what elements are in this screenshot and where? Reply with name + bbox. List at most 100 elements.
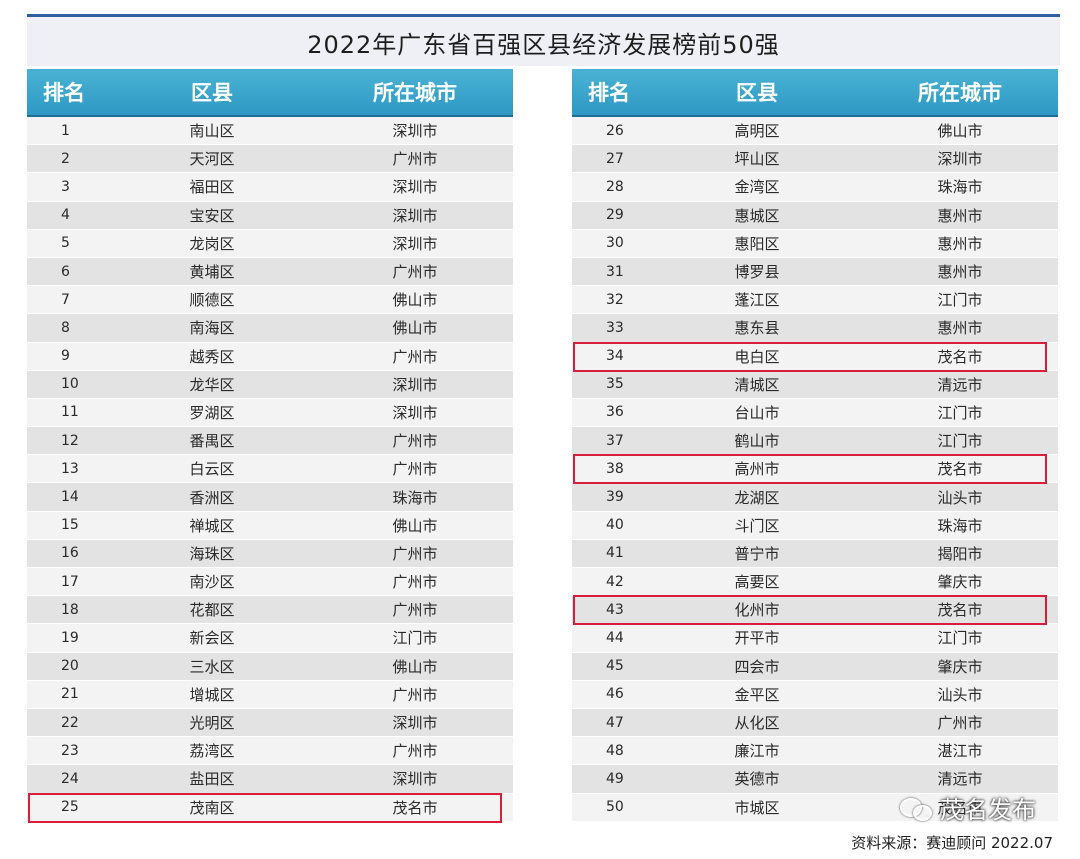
district-cell: 坪山区 xyxy=(734,150,780,169)
city-cell: 江门市 xyxy=(937,291,983,310)
city-cell: 广州市 xyxy=(392,685,438,704)
rank-cell: 48 xyxy=(606,742,624,759)
table-row: 47 从化区 广州市 xyxy=(572,708,1058,738)
district-cell: 清城区 xyxy=(734,375,780,394)
city-cell: 汕头市 xyxy=(937,685,983,704)
table-row: 20 三水区 佛山市 xyxy=(27,652,513,681)
ranking-table-left: 排名 区县 所在城市 1 南山区 深圳市 2 天河区 广州市 3 福田区 深圳市 4 宝安区 深圳市 5… xyxy=(27,69,513,822)
city-cell: 深圳市 xyxy=(392,122,438,141)
district-cell: 四会市 xyxy=(734,657,780,676)
rank-cell: 43 xyxy=(606,601,624,618)
district-cell: 番禺区 xyxy=(189,432,235,451)
district-cell: 三水区 xyxy=(189,657,235,676)
district-cell: 黄埔区 xyxy=(189,263,235,282)
district-cell: 禅城区 xyxy=(189,516,235,535)
rank-cell: 5 xyxy=(61,235,70,252)
rank-cell: 28 xyxy=(606,178,624,195)
table-row: 14 香洲区 珠海市 xyxy=(27,483,513,512)
city-cell: 汕头市 xyxy=(937,488,983,507)
district-cell: 龙华区 xyxy=(189,375,235,394)
header-rank: 排名 xyxy=(588,81,630,105)
table-row: 32 蓬江区 江门市 xyxy=(572,286,1058,315)
city-cell: 珠海市 xyxy=(392,488,438,507)
district-cell: 增城区 xyxy=(189,685,235,704)
city-cell: 佛山市 xyxy=(937,122,983,141)
city-cell: 广州市 xyxy=(392,544,438,563)
city-cell: 肇庆市 xyxy=(937,657,983,676)
rank-cell: 31 xyxy=(606,263,624,280)
table-row: 11 罗湖区 深圳市 xyxy=(27,398,513,428)
rank-cell: 41 xyxy=(606,545,624,562)
header-city: 所在城市 xyxy=(373,81,457,105)
city-cell: 揭阳市 xyxy=(937,544,983,563)
rank-cell: 27 xyxy=(606,150,624,167)
table-row: 37 鹤山市 江门市 xyxy=(572,427,1058,456)
watermark: 茂名发布 xyxy=(900,790,1036,825)
table-row: 15 禅城区 佛山市 xyxy=(27,511,513,540)
city-cell: 江门市 xyxy=(392,629,438,648)
rank-cell: 13 xyxy=(61,460,79,477)
city-cell: 清远市 xyxy=(937,375,983,394)
city-cell: 茂名市 xyxy=(937,601,983,620)
rank-cell: 7 xyxy=(61,291,70,308)
rank-cell: 10 xyxy=(61,376,79,393)
rank-cell: 30 xyxy=(606,235,624,252)
district-cell: 龙湖区 xyxy=(734,488,780,507)
city-cell: 佛山市 xyxy=(392,657,438,676)
table-row: 7 顺德区 佛山市 xyxy=(27,286,513,315)
table-row: 21 增城区 广州市 xyxy=(27,680,513,709)
title-band: 2022年广东省百强区县经济发展榜前50强 xyxy=(27,14,1060,66)
rank-cell: 33 xyxy=(606,319,624,336)
rank-cell: 32 xyxy=(606,291,624,308)
district-cell: 顺德区 xyxy=(189,291,235,310)
city-cell: 深圳市 xyxy=(392,714,438,733)
table-row: 1 南山区 深圳市 xyxy=(27,117,513,146)
header-rank: 排名 xyxy=(43,81,85,105)
district-cell: 化州市 xyxy=(734,601,780,620)
table-body: 1 南山区 深圳市 2 天河区 广州市 3 福田区 深圳市 4 宝安区 深圳市 5 龙岗区 深圳市 6 黄埔区广… xyxy=(27,117,513,822)
table-row: 22 光明区 深圳市 xyxy=(27,708,513,738)
rank-cell: 19 xyxy=(61,629,79,646)
table-header: 排名 区县 所在城市 xyxy=(27,69,513,117)
district-cell: 惠城区 xyxy=(734,206,780,225)
city-cell: 惠州市 xyxy=(937,234,983,253)
table-row: 41 普宁市 揭阳市 xyxy=(572,539,1058,568)
table-row: 28 金湾区 珠海市 xyxy=(572,173,1058,202)
district-cell: 盐田区 xyxy=(189,770,235,789)
city-cell: 深圳市 xyxy=(392,770,438,789)
city-cell: 惠州市 xyxy=(937,319,983,338)
district-cell: 罗湖区 xyxy=(189,403,235,422)
page-title: 2022年广东省百强区县经济发展榜前50强 xyxy=(307,31,780,59)
table-row: 42 高要区 肇庆市 xyxy=(572,568,1058,597)
district-cell: 电白区 xyxy=(734,347,780,366)
district-cell: 高州市 xyxy=(734,460,780,479)
city-cell: 清远市 xyxy=(937,770,983,789)
rank-cell: 25 xyxy=(61,799,79,816)
header-city: 所在城市 xyxy=(918,81,1002,105)
district-cell: 鹤山市 xyxy=(734,432,780,451)
table-row: 40 斗门区 珠海市 xyxy=(572,511,1058,540)
city-cell: 深圳市 xyxy=(392,178,438,197)
city-cell: 广州市 xyxy=(392,601,438,620)
city-cell: 广州市 xyxy=(392,432,438,451)
rank-cell: 11 xyxy=(61,404,79,421)
table-row: 25 茂南区 茂名市 xyxy=(27,793,513,822)
district-cell: 海珠区 xyxy=(189,544,235,563)
table-row: 5 龙岗区 深圳市 xyxy=(27,229,513,258)
table-row: 31 博罗县 惠州市 xyxy=(572,257,1058,287)
city-cell: 佛山市 xyxy=(392,291,438,310)
city-cell: 深圳市 xyxy=(392,206,438,225)
table-row: 34 电白区 茂名市 xyxy=(572,342,1058,371)
district-cell: 高明区 xyxy=(734,122,780,141)
rank-cell: 35 xyxy=(606,376,624,393)
city-cell: 广州市 xyxy=(392,263,438,282)
district-cell: 越秀区 xyxy=(189,347,235,366)
table-row: 10 龙华区 深圳市 xyxy=(27,370,513,399)
rank-cell: 24 xyxy=(61,770,79,787)
rank-cell: 18 xyxy=(61,601,79,618)
rank-cell: 45 xyxy=(606,658,624,675)
table-row: 45 四会市 肇庆市 xyxy=(572,652,1058,681)
city-cell: 江门市 xyxy=(937,432,983,451)
rank-cell: 34 xyxy=(606,348,624,365)
district-cell: 花都区 xyxy=(189,601,235,620)
